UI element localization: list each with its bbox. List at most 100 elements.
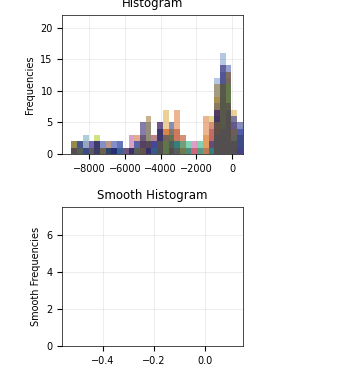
Bar [106,148,111,154]
Bar [220,116,226,154]
Bar [163,141,169,154]
Bar [237,135,243,154]
Bar [151,141,157,154]
Bar [220,148,226,154]
Bar [231,135,237,154]
Bar [100,148,106,154]
Bar [231,148,237,154]
Bar [214,110,220,154]
Bar [169,135,174,154]
Bar [88,141,94,154]
Bar [237,129,243,154]
Bar [220,97,226,154]
Bar [226,103,231,154]
Bar [169,148,174,154]
Bar [163,110,169,154]
Bar [140,141,146,154]
Bar [214,135,220,154]
Bar [231,135,237,154]
Bar [128,148,134,154]
Bar [214,110,220,154]
Bar [220,72,226,154]
Bar [100,148,106,154]
Bar [231,148,237,154]
Bar [106,148,111,154]
Bar [71,148,77,154]
Bar [151,141,157,154]
Bar [209,148,214,154]
Bar [220,122,226,154]
Bar [220,129,226,154]
Title: Histogram: Histogram [122,0,183,10]
Bar [88,148,94,154]
Bar [226,129,231,154]
Bar [123,148,128,154]
Bar [163,135,169,154]
Bar [192,141,197,154]
Bar [106,141,111,154]
Bar [231,141,237,154]
Bar [203,148,209,154]
Bar [111,148,117,154]
Bar [203,135,209,154]
Bar [226,129,231,154]
Bar [83,148,88,154]
Bar [140,148,146,154]
Bar [169,129,174,154]
Bar [140,148,146,154]
Bar [237,135,243,154]
Bar [134,148,140,154]
Bar [71,148,77,154]
Bar [83,148,88,154]
Bar [226,110,231,154]
Bar [157,148,163,154]
Bar [169,135,174,154]
Bar [134,148,140,154]
Bar [146,141,151,154]
Bar [94,141,100,154]
Bar [186,141,192,154]
Bar [134,141,140,154]
Bar [157,141,163,154]
Bar [174,148,180,154]
Bar [220,129,226,154]
Bar [128,148,134,154]
Bar [220,84,226,154]
Bar [197,148,203,154]
Bar [220,84,226,154]
Bar [214,116,220,154]
Bar [226,116,231,154]
Bar [128,148,134,154]
Bar [157,141,163,154]
Legend:  [245,196,251,202]
Bar [157,129,163,154]
Bar [192,148,197,154]
Bar [146,141,151,154]
Bar [180,141,186,154]
Bar [220,84,226,154]
Bar [214,141,220,154]
Bar [220,97,226,154]
Bar [186,148,192,154]
Bar [186,148,192,154]
Bar [220,53,226,154]
Bar [174,129,180,154]
Bar [146,141,151,154]
Bar [214,97,220,154]
Bar [214,110,220,154]
Bar [237,148,243,154]
Bar [100,148,106,154]
Bar [174,129,180,154]
Bar [151,135,157,154]
Bar [214,110,220,154]
Bar [203,148,209,154]
Bar [237,148,243,154]
Bar [226,116,231,154]
Bar [128,135,134,154]
Bar [163,129,169,154]
Bar [106,148,111,154]
Bar [77,141,83,154]
Bar [71,141,77,154]
Bar [146,116,151,154]
Bar [174,141,180,154]
